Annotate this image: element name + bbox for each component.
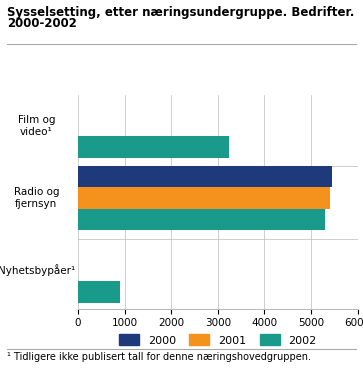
Text: 2000-2002: 2000-2002 — [7, 17, 77, 30]
Legend: 2000, 2001, 2002: 2000, 2001, 2002 — [114, 330, 321, 350]
Bar — [78, 187, 330, 209]
Text: ¹ Tidligere ikke publisert tall for denne næringshovedgruppen.: ¹ Tidligere ikke publisert tall for denn… — [7, 352, 311, 362]
Bar — [78, 281, 120, 303]
Text: Sysselsetting, etter næringsundergruppe. Bedrifter.: Sysselsetting, etter næringsundergruppe.… — [7, 6, 355, 19]
Bar — [78, 166, 332, 187]
Bar — [78, 209, 325, 230]
Bar — [78, 136, 229, 158]
